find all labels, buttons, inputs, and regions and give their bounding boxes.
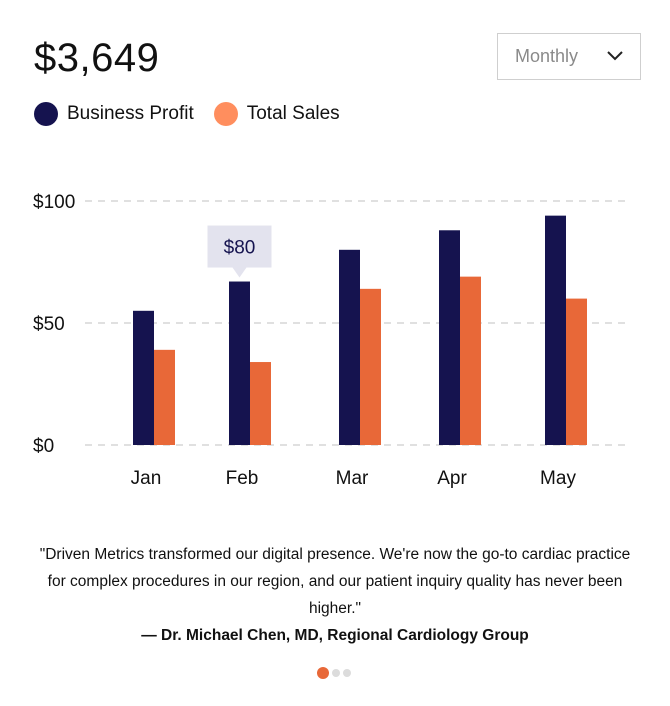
y-tick-label: $0 xyxy=(33,436,54,457)
bar-total-sales[interactable] xyxy=(460,276,481,445)
bar-total-sales[interactable] xyxy=(250,362,271,445)
bar-total-sales[interactable] xyxy=(154,349,175,445)
legend-dot-icon xyxy=(34,102,58,126)
x-tick-label: Feb xyxy=(226,468,259,489)
carousel-dot[interactable] xyxy=(343,669,351,677)
legend-item-total-sales: Total Sales xyxy=(213,102,340,126)
tooltip-box xyxy=(207,225,272,268)
bar-business-profit[interactable] xyxy=(439,230,460,445)
x-tick-label: Apr xyxy=(437,468,467,489)
bar-total-sales[interactable] xyxy=(566,298,587,445)
period-select[interactable]: Monthly xyxy=(497,33,641,80)
chevron-down-icon xyxy=(607,51,623,61)
x-tick-label: Jan xyxy=(131,468,162,489)
bar-business-profit[interactable] xyxy=(545,215,566,445)
legend: Business Profit Total Sales xyxy=(34,102,360,126)
bar-business-profit[interactable] xyxy=(133,310,154,445)
testimonial: "Driven Metrics transformed our digital … xyxy=(30,541,640,649)
legend-item-business-profit: Business Profit xyxy=(34,102,194,126)
legend-label: Business Profit xyxy=(67,103,194,124)
bar-business-profit[interactable] xyxy=(339,249,360,445)
carousel-dots xyxy=(317,667,354,679)
x-tick-label: May xyxy=(540,468,576,489)
tooltip-value: $80 xyxy=(224,238,256,259)
bar-chart: $0 $50 $100 Jan Feb Mar Apr May $80 xyxy=(33,192,630,489)
period-select-value: Monthly xyxy=(515,46,579,66)
x-tick-label: Mar xyxy=(336,468,369,489)
legend-label: Total Sales xyxy=(246,103,340,124)
testimonial-quote: "Driven Metrics transformed our digital … xyxy=(39,546,631,617)
legend-dot-icon xyxy=(213,102,238,126)
y-tick-label: $50 xyxy=(33,314,65,335)
bar-total-sales[interactable] xyxy=(360,288,381,445)
bar-business-profit[interactable] xyxy=(229,281,250,445)
tooltip-pointer xyxy=(232,267,247,278)
carousel-dot[interactable] xyxy=(332,669,340,677)
testimonial-author: — Dr. Michael Chen, MD, Regional Cardiol… xyxy=(141,627,529,644)
carousel-dot-active[interactable] xyxy=(317,667,329,679)
total-value: $3,649 xyxy=(34,36,160,80)
y-tick-label: $100 xyxy=(33,192,75,213)
